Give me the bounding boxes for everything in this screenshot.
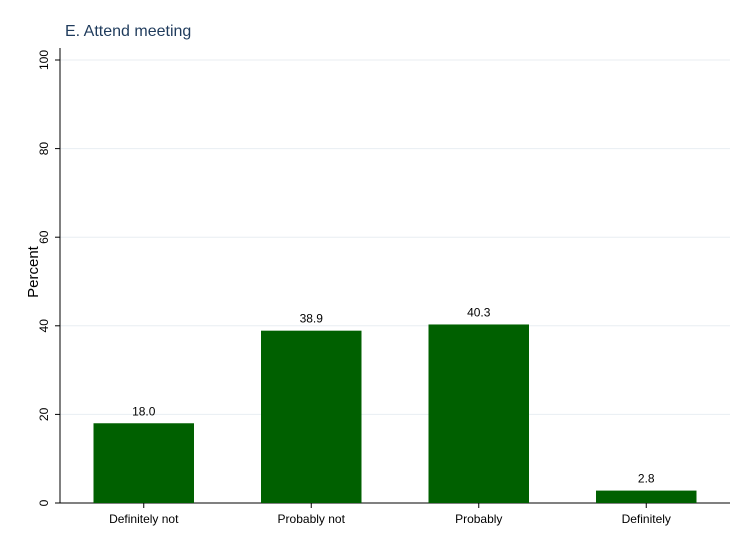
bar-value-label: 38.9 [300,312,324,326]
x-category-label: Probably not [278,512,346,526]
x-category-label: Definitely not [109,512,179,526]
chart-title: E. Attend meeting [65,23,191,40]
y-axis-label: Percent [25,245,42,298]
gridlines [60,59,730,415]
bars [93,324,697,503]
y-tick-label: 60 [37,230,51,244]
bar [596,490,697,503]
y-tick-label: 80 [37,142,51,156]
bar-value-label: 2.8 [638,472,655,486]
y-tick-label: 40 [37,319,51,333]
bar [261,330,362,503]
y-tick-label: 100 [37,50,51,70]
x-category-label: Definitely [622,512,671,526]
bar-value-label: 18.0 [132,404,156,418]
bar-value-label: 40.3 [467,305,491,319]
y-tick-label: 0 [37,499,51,506]
y-tick-label: 20 [37,407,51,421]
labels: 18.0 Definitely not 38.9 Probably not 40.3 Pr… [109,305,671,526]
x-category-label: Probably [455,512,502,526]
bar [428,324,529,503]
bar [93,423,194,503]
